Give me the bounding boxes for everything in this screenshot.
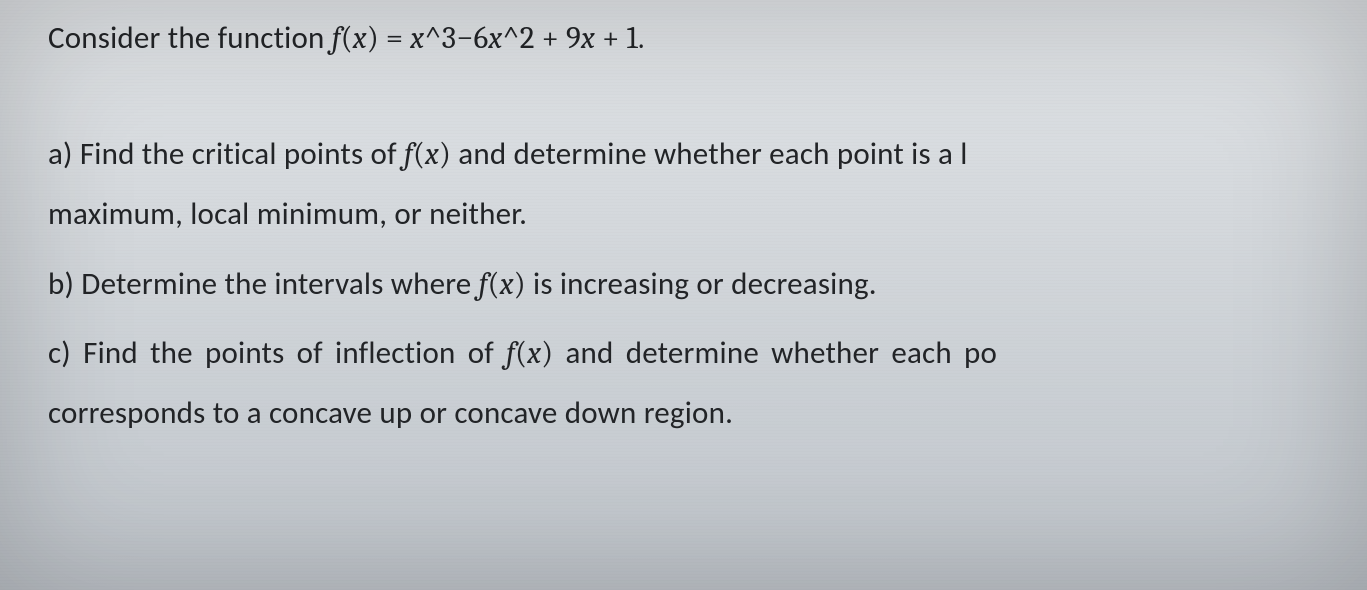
part-c-pre: Find the points of inflection of <box>83 334 506 372</box>
fx-x: x <box>425 136 439 172</box>
minus: − <box>456 17 473 59</box>
part-c-post: and determine whether each po <box>553 334 997 372</box>
fx-f: f <box>479 266 488 302</box>
t1-base: x <box>410 20 424 56</box>
fx-open: ( <box>341 20 353 56</box>
t3-coeff: 9 <box>566 20 581 56</box>
plus1: + <box>535 20 566 56</box>
equals: = <box>379 20 410 56</box>
t1-exp: 3 <box>442 20 457 56</box>
part-b-line: b) Determine the intervals where f(x) is… <box>48 264 1367 306</box>
part-c-line2-text: corresponds to a concave up or concave d… <box>48 394 733 432</box>
fx-open: ( <box>515 335 527 371</box>
part-a-line2-text: maximum, local minimum, or neither. <box>48 195 527 233</box>
part-a-line1: a) Find the critical points of f(x) and … <box>48 134 1367 176</box>
part-b-label: b) <box>48 265 81 303</box>
t2-exp: 2 <box>520 20 535 56</box>
part-c-label: c) <box>48 334 83 372</box>
part-a-line2: maximum, local minimum, or neither. <box>48 194 1367 236</box>
intro-line: Consider the function f(x) = x^3 − 6x^2 … <box>48 18 1367 60</box>
fx-f: f <box>332 20 341 56</box>
fx-close: ) <box>367 20 379 56</box>
fx-close: ) <box>439 136 451 172</box>
fx-close: ) <box>514 266 526 302</box>
t3-base: x <box>581 20 595 56</box>
fx-f: f <box>506 335 515 371</box>
spacer <box>48 60 1367 134</box>
part-b-post: is increasing or decreasing. <box>526 265 877 303</box>
fx-f: f <box>404 136 413 172</box>
part-a-pre: Find the critical points of <box>80 135 404 173</box>
problem-page: Consider the function f(x) = x^3 − 6x^2 … <box>0 0 1367 435</box>
part-a-post: and determine whether each point is a l <box>451 135 968 173</box>
fx-open: ( <box>488 266 500 302</box>
part-b-pre: Determine the intervals where <box>81 265 478 303</box>
t2-base: x <box>488 20 502 56</box>
fx-x: x <box>527 335 541 371</box>
fx-x: x <box>500 266 514 302</box>
fx-close: ) <box>541 335 553 371</box>
t1-caret: ^ <box>424 20 441 56</box>
fx-open: ( <box>413 136 425 172</box>
part-c-line1: c) Find the points of inflection of f(x)… <box>48 333 1367 375</box>
spacer <box>48 176 1367 194</box>
spacer <box>48 236 1367 264</box>
fx-x: x <box>353 20 367 56</box>
part-a-label: a) <box>48 135 80 173</box>
spacer <box>48 305 1367 333</box>
t2-caret: ^ <box>502 20 519 56</box>
t4: 1 <box>627 20 638 56</box>
t2-coeff: 6 <box>474 20 489 56</box>
spacer <box>48 375 1367 393</box>
plus2: + <box>595 20 626 56</box>
period: . <box>638 20 645 56</box>
intro-prefix: Consider the function <box>48 19 332 57</box>
part-c-line2: corresponds to a concave up or concave d… <box>48 393 1367 435</box>
